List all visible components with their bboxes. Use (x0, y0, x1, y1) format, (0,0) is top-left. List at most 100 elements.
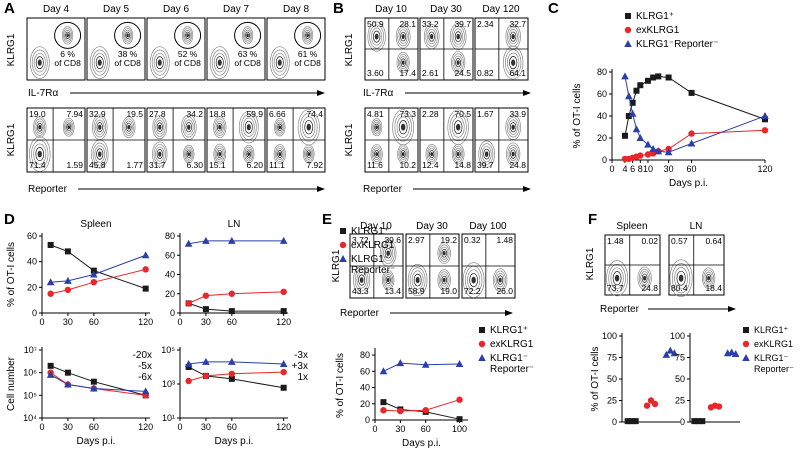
x-tick-label: 0 (372, 424, 377, 434)
panel-letter: C (548, 0, 559, 17)
contour (304, 120, 314, 135)
marker (651, 400, 659, 408)
marker (90, 384, 98, 392)
y-axis-label: % of OT-I cells (335, 353, 346, 418)
contour (509, 56, 518, 70)
contour (33, 116, 47, 139)
contour (28, 136, 51, 172)
marker (644, 151, 652, 158)
quadrant-percent: 2.34 (477, 19, 494, 29)
marker (456, 396, 463, 403)
marker (688, 130, 695, 137)
contour (442, 277, 446, 283)
contour (186, 150, 192, 158)
contour (37, 150, 42, 158)
contour (384, 274, 392, 287)
marker (90, 378, 97, 385)
legend-marker (742, 340, 750, 348)
contour (37, 122, 43, 132)
contour (31, 49, 48, 76)
chart-title: LN (228, 219, 241, 230)
marker (280, 288, 287, 296)
contour (217, 149, 223, 159)
contour (462, 262, 485, 298)
contour (442, 251, 446, 256)
contour (304, 146, 314, 162)
marker (624, 418, 631, 425)
contour (91, 49, 108, 76)
contour (152, 115, 168, 140)
contour (156, 149, 163, 160)
quadrant-percent: 17.4 (399, 68, 416, 78)
chart-title: Spleen (80, 219, 111, 230)
quadrant-percent: 0.32 (464, 235, 481, 245)
contour (38, 125, 42, 130)
x-tick-label: 0 (39, 317, 44, 327)
contour (407, 263, 428, 297)
contour (438, 244, 450, 262)
y-tick-label: 75 (675, 353, 685, 363)
contour (153, 52, 166, 73)
quadrant-percent: 19.0 (440, 286, 457, 296)
quadrant-percent: 24.5 (454, 68, 471, 78)
contour (217, 122, 223, 132)
quadrant-percent: 2.97 (408, 235, 425, 245)
annotation: 1x (297, 372, 308, 383)
contour (449, 113, 467, 142)
day-label: Day 100 (469, 221, 507, 232)
contour (155, 120, 165, 135)
contour (498, 277, 502, 283)
contour (509, 122, 517, 133)
contour (484, 151, 489, 157)
x-tick-label: 8 (638, 164, 643, 174)
contour (400, 123, 406, 131)
marker (64, 380, 72, 388)
marker (64, 369, 71, 376)
contour (275, 56, 284, 70)
contour (187, 152, 191, 156)
contour (302, 144, 315, 164)
legend-label: exKLRG1 (351, 240, 395, 251)
contour (276, 121, 284, 133)
contour (504, 49, 522, 77)
quadrant-percent: 26.0 (496, 286, 513, 296)
y-axis-label: % of OT-I cells (590, 346, 601, 411)
quadrant-percent: 6.30 (186, 160, 203, 170)
y-tick-label: 20 (165, 289, 175, 299)
quadrant-percent: 1.67 (477, 109, 494, 119)
marker (228, 308, 235, 315)
contour (502, 45, 524, 80)
y-tick-label: 100 (670, 331, 685, 341)
contour (158, 151, 162, 157)
contour (62, 117, 75, 137)
contour (184, 29, 192, 41)
axis-label: Reporter (340, 308, 380, 319)
contour (307, 152, 311, 156)
gate-circle (294, 21, 322, 49)
annotation: -3x (294, 350, 308, 361)
contour (415, 277, 420, 284)
contour (386, 278, 390, 283)
contour (186, 33, 189, 38)
y-tick-label: 40 (597, 111, 607, 121)
marker (670, 349, 679, 357)
contour (184, 146, 194, 162)
series-line (188, 366, 284, 389)
contour (276, 148, 284, 160)
contour (456, 152, 460, 157)
contour (156, 122, 163, 132)
day-label: Day 7 (223, 4, 250, 15)
contour (242, 117, 255, 137)
marker (632, 125, 641, 133)
y-tick-label: 0 (170, 308, 175, 318)
contour (371, 118, 383, 137)
y-tick-label: 40 (27, 257, 37, 267)
contour (399, 56, 408, 70)
x-tick-label: 30 (664, 164, 674, 174)
contour (492, 268, 508, 292)
marker (666, 346, 675, 354)
y-tick-label: 0 (32, 308, 37, 318)
gate-parent: of CD8 (294, 58, 321, 68)
contour (453, 28, 464, 45)
